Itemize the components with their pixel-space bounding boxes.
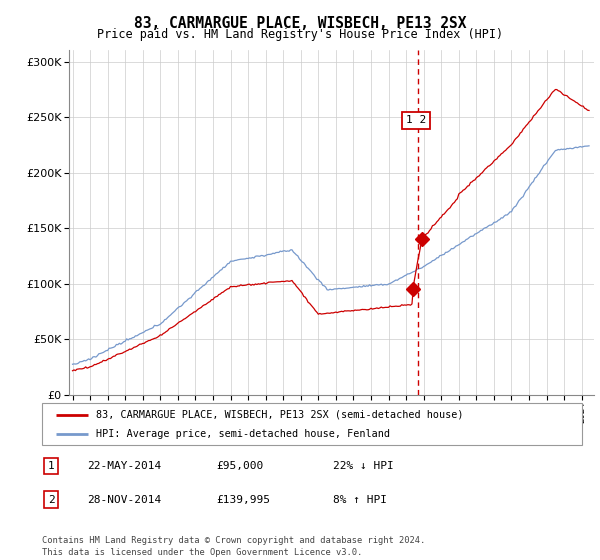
Text: Contains HM Land Registry data © Crown copyright and database right 2024.
This d: Contains HM Land Registry data © Crown c… xyxy=(42,536,425,557)
Text: Price paid vs. HM Land Registry's House Price Index (HPI): Price paid vs. HM Land Registry's House … xyxy=(97,28,503,41)
Text: £95,000: £95,000 xyxy=(216,461,263,471)
Text: 2: 2 xyxy=(47,494,55,505)
Text: 1 2: 1 2 xyxy=(406,115,426,125)
Text: 83, CARMARGUE PLACE, WISBECH, PE13 2SX: 83, CARMARGUE PLACE, WISBECH, PE13 2SX xyxy=(134,16,466,31)
Text: HPI: Average price, semi-detached house, Fenland: HPI: Average price, semi-detached house,… xyxy=(96,429,390,439)
Text: 83, CARMARGUE PLACE, WISBECH, PE13 2SX (semi-detached house): 83, CARMARGUE PLACE, WISBECH, PE13 2SX (… xyxy=(96,409,464,419)
Text: 8% ↑ HPI: 8% ↑ HPI xyxy=(333,494,387,505)
Text: 22-MAY-2014: 22-MAY-2014 xyxy=(87,461,161,471)
FancyBboxPatch shape xyxy=(42,403,582,445)
Text: 1: 1 xyxy=(47,461,55,471)
Text: 28-NOV-2014: 28-NOV-2014 xyxy=(87,494,161,505)
Text: £139,995: £139,995 xyxy=(216,494,270,505)
Text: 22% ↓ HPI: 22% ↓ HPI xyxy=(333,461,394,471)
